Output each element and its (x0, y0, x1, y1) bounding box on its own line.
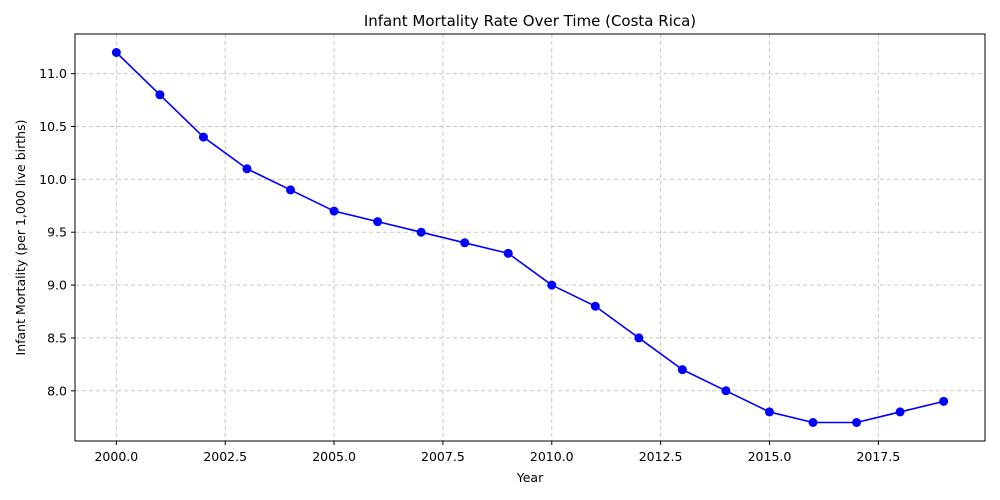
data-point (852, 418, 862, 427)
data-point (590, 301, 600, 311)
y-axis: 8.0 8.5 9.0 9.5 10.0 10.5 11.0 (39, 66, 75, 398)
y-tick-label: 11.0 (39, 66, 67, 81)
y-axis-label: Infant Mortality (per 1,000 live births) (13, 120, 28, 356)
grid (75, 34, 985, 441)
data-point (242, 164, 252, 174)
data-point (198, 132, 208, 142)
x-tick-label: 2017.5 (856, 449, 900, 464)
series-line (115, 51, 944, 424)
data-point (634, 333, 644, 343)
x-tick-label: 2012.5 (639, 449, 683, 464)
data-point (939, 396, 949, 406)
data-point (721, 386, 731, 396)
data-point (155, 90, 165, 100)
data-point (329, 206, 339, 216)
data-point (111, 48, 121, 57)
data-point (547, 280, 557, 290)
data-point (895, 407, 905, 417)
series-layer (111, 48, 949, 427)
y-tick-label: 10.5 (39, 119, 67, 134)
x-tick-label: 2005.0 (312, 449, 356, 464)
x-tick-label: 2015.0 (748, 449, 792, 464)
data-point (416, 227, 426, 237)
data-point (503, 248, 513, 258)
y-tick-label: 8.5 (47, 330, 67, 345)
data-point (373, 217, 383, 227)
x-tick-label: 2002.5 (203, 449, 247, 464)
data-point (677, 365, 687, 375)
data-point (460, 238, 470, 248)
x-tick-label: 2010.0 (530, 449, 574, 464)
chart-title: Infant Mortality Rate Over Time (Costa R… (364, 12, 696, 30)
data-point (764, 407, 774, 417)
x-axis: 2000.0 2002.5 2005.0 2007.5 2010.0 2012.5 2015… (94, 441, 900, 464)
y-tick-label: 9.0 (47, 278, 67, 293)
data-point (808, 418, 818, 427)
data-point (286, 185, 296, 195)
x-axis-label: Year (516, 470, 544, 485)
x-tick-label: 2007.5 (421, 449, 465, 464)
y-tick-label: 9.5 (47, 225, 67, 240)
x-tick-label: 2000.0 (94, 449, 138, 464)
y-tick-label: 8.0 (47, 383, 67, 398)
plot-frame (74, 33, 986, 442)
y-tick-label: 10.0 (39, 172, 67, 187)
